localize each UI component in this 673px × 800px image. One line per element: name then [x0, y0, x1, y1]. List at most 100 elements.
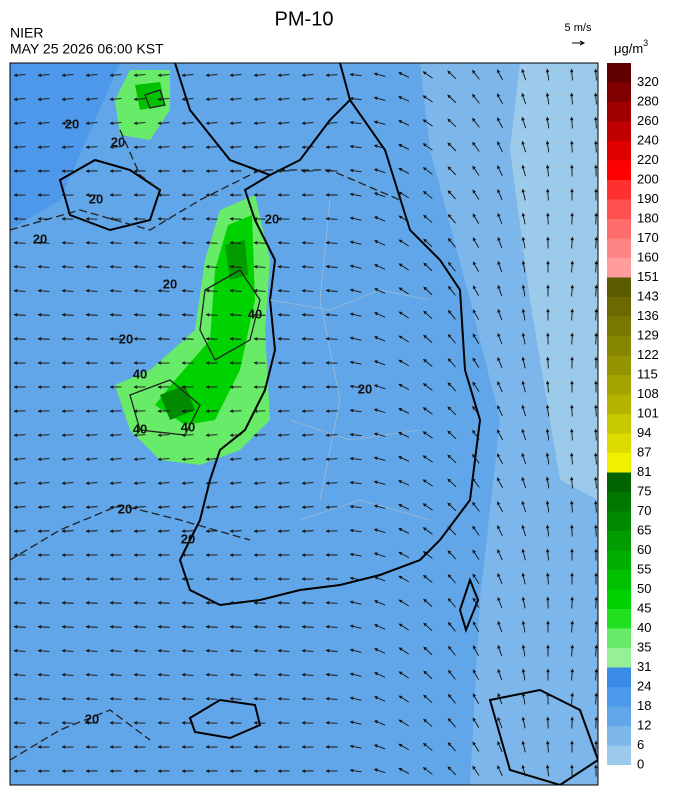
wind-arrow: [570, 452, 574, 465]
wind-arrow: [229, 337, 242, 341]
wind-arrow: [472, 549, 480, 560]
wind-arrow: [85, 169, 98, 173]
colorbar-label: 240: [637, 132, 659, 147]
wind-arrow: [423, 310, 433, 320]
wind-arrow: [521, 740, 526, 753]
wind-arrow: [37, 433, 50, 437]
wind-arrow: [349, 97, 362, 101]
colorbar-label: 81: [637, 464, 651, 479]
wind-arrow: [133, 385, 146, 389]
wind-arrow: [253, 313, 266, 317]
wind-arrow: [85, 145, 98, 149]
wind-arrow: [521, 524, 527, 537]
wind-arrow: [472, 477, 480, 488]
wind-arrow: [325, 433, 338, 437]
wind-arrow: [398, 239, 409, 247]
wind-arrow: [253, 529, 266, 533]
wind-arrow: [61, 625, 74, 629]
wind-arrow: [422, 358, 433, 367]
wind-arrow: [253, 265, 266, 269]
colorbar-label: 6: [637, 737, 644, 752]
wind-arrow: [497, 549, 503, 561]
wind-arrow: [594, 476, 598, 489]
wind-arrow: [570, 188, 574, 201]
wind-arrow: [85, 313, 98, 317]
wind-arrow: [447, 118, 457, 128]
wind-arrow: [85, 577, 98, 581]
wind-arrow: [570, 620, 574, 633]
coastline: [58, 63, 598, 785]
wind-arrow: [37, 193, 50, 197]
wind-arrow: [398, 456, 410, 462]
wind-arrow: [472, 357, 480, 368]
wind-arrow: [85, 289, 98, 293]
wind-arrow: [594, 404, 598, 417]
wind-arrow: [157, 241, 170, 245]
wind-arrow: [472, 381, 480, 392]
wind-arrow: [521, 644, 526, 657]
wind-arrow: [398, 144, 410, 150]
wind-arrow: [61, 361, 74, 365]
wind-arrow: [61, 193, 74, 197]
wind-arrow: [229, 169, 242, 173]
wind-arrow: [301, 769, 314, 773]
wind-arrow: [497, 740, 503, 753]
colorbar-label: 55: [637, 561, 651, 576]
wind-arrow: [497, 212, 503, 225]
wind-arrow: [109, 337, 122, 341]
contour-label: 40: [248, 306, 262, 321]
wind-arrow: [85, 649, 98, 653]
wind-arrow: [521, 668, 526, 681]
contour-label: 20: [265, 211, 279, 226]
wind-arrow: [301, 145, 314, 149]
wind-arrow: [133, 601, 146, 605]
wind-arrow: [447, 94, 457, 104]
wind-arrow: [398, 72, 410, 78]
wind-arrow: [253, 385, 266, 389]
wind-arrow: [37, 217, 50, 221]
wind-arrow: [85, 457, 98, 461]
wind-arrow: [497, 501, 503, 513]
wind-arrow: [497, 260, 503, 273]
wind-arrow: [61, 433, 74, 437]
wind-arrow: [181, 697, 194, 701]
wind-arrow: [325, 289, 338, 293]
wind-arrow: [253, 169, 266, 173]
wind-arrow: [229, 145, 242, 149]
wind-arrow: [277, 361, 290, 365]
wind-arrow: [349, 240, 362, 245]
colorbar-segment: [607, 355, 631, 375]
wind-arrow: [521, 332, 526, 345]
wind-arrow: [373, 768, 386, 774]
wind-arrow: [447, 550, 457, 560]
wind-arrow: [349, 144, 362, 149]
wind-arrow: [253, 289, 266, 293]
wind-arrow: [373, 216, 386, 222]
wind-arrow: [13, 673, 26, 677]
wind-arrow: [422, 767, 433, 775]
wind-arrow: [253, 673, 266, 677]
wind-arrow: [157, 145, 170, 149]
wind-arrow: [181, 769, 194, 773]
wind-arrow: [61, 697, 74, 701]
field-green-dark: [135, 82, 165, 110]
colorbar-segment: [607, 121, 631, 141]
wind-arrow: [497, 332, 503, 345]
wind-arrow: [277, 265, 290, 269]
wind-arrow: [521, 140, 527, 153]
wind-arrow: [133, 697, 146, 701]
wind-arrow: [157, 313, 170, 317]
wind-arrow: [472, 765, 480, 776]
wind-arrow: [253, 73, 266, 77]
wind-arrow: [594, 164, 598, 177]
wind-arrow: [253, 97, 266, 101]
contour-label: 40: [133, 421, 147, 436]
wind-arrow: [109, 577, 122, 581]
wind-arrow: [447, 358, 456, 368]
wind-arrow: [472, 141, 480, 152]
wind-arrow: [594, 692, 598, 705]
wind-arrow: [374, 648, 386, 654]
wind-arrow: [205, 649, 218, 653]
wind-arrow: [301, 457, 314, 461]
wind-arrow: [472, 93, 480, 104]
